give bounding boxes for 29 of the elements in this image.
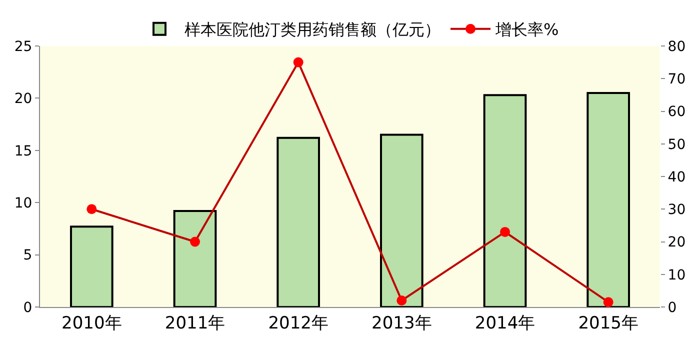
y2-tick-label: 50 <box>668 136 686 153</box>
x-tick-label: 2010年 <box>62 313 122 334</box>
y2-tick-label: 10 <box>668 267 686 284</box>
y2-tick-label: 30 <box>668 202 686 218</box>
bar <box>483 94 527 307</box>
bar <box>276 136 320 307</box>
y2-tick-label: 60 <box>668 104 686 120</box>
bar <box>173 210 217 307</box>
y-tick-label: 0 <box>23 300 32 316</box>
bar <box>380 134 424 307</box>
y-tick-label: 25 <box>14 38 32 55</box>
x-tick-label: 2014年 <box>474 313 536 334</box>
x-tick-label: 2015年 <box>578 313 638 334</box>
y-tick-label: 15 <box>14 143 32 160</box>
y2-tick-label: 80 <box>668 38 686 55</box>
x-tick-label: 2013年 <box>372 313 432 334</box>
legend-label: 样本医院他汀类用药销售额（亿元） <box>184 20 440 40</box>
y-tick-label: 10 <box>14 196 32 212</box>
x-tick-label: 2011年 <box>164 313 226 334</box>
bar <box>70 226 114 307</box>
y-tick-label: 20 <box>14 91 32 108</box>
y2-tick-label: 40 <box>668 169 686 186</box>
legend-label: 增长率% <box>494 20 559 40</box>
bar <box>586 92 630 307</box>
y2-tick-label: 20 <box>668 234 686 251</box>
y-tick-label: 5 <box>23 248 32 264</box>
y2-tick-label: 0 <box>668 300 677 316</box>
y2-tick-label: 70 <box>668 72 686 88</box>
x-tick-label: 2012年 <box>268 313 328 334</box>
